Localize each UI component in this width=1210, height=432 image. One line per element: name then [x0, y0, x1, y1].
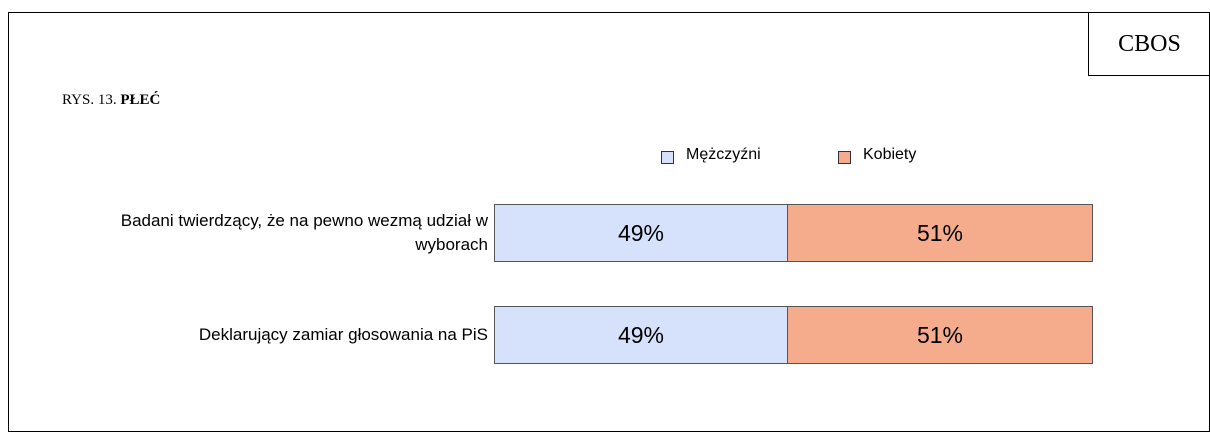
bar-segment: 49%: [494, 204, 788, 262]
value-label: 49%: [617, 321, 665, 348]
legend-swatch: [838, 151, 851, 164]
value-label: 51%: [916, 219, 964, 246]
category-label: Deklarujący zamiar głosowania na PiS: [198, 325, 488, 344]
legend-label: Mężczyźni: [686, 146, 761, 163]
chart-title: PŁEĆ: [120, 92, 161, 108]
bar-segment: 51%: [787, 204, 1093, 262]
category-label: Badani twierdzący, że na pewno wezmą udz…: [120, 211, 488, 254]
value-label: 51%: [916, 321, 964, 348]
legend-swatch: [661, 151, 674, 164]
value-label: 49%: [617, 219, 665, 246]
page: {"chart_data": {"type": "bar", "orientat…: [8, 12, 1210, 432]
legend-label: Kobiety: [863, 146, 917, 163]
source-box: CBOS: [1088, 12, 1210, 76]
title: RYS. 13. PŁEĆ: [62, 92, 160, 109]
bar-segment: 51%: [787, 306, 1093, 364]
bar-segment: 49%: [494, 306, 788, 364]
figure-label: RYS. 13.: [62, 92, 117, 108]
